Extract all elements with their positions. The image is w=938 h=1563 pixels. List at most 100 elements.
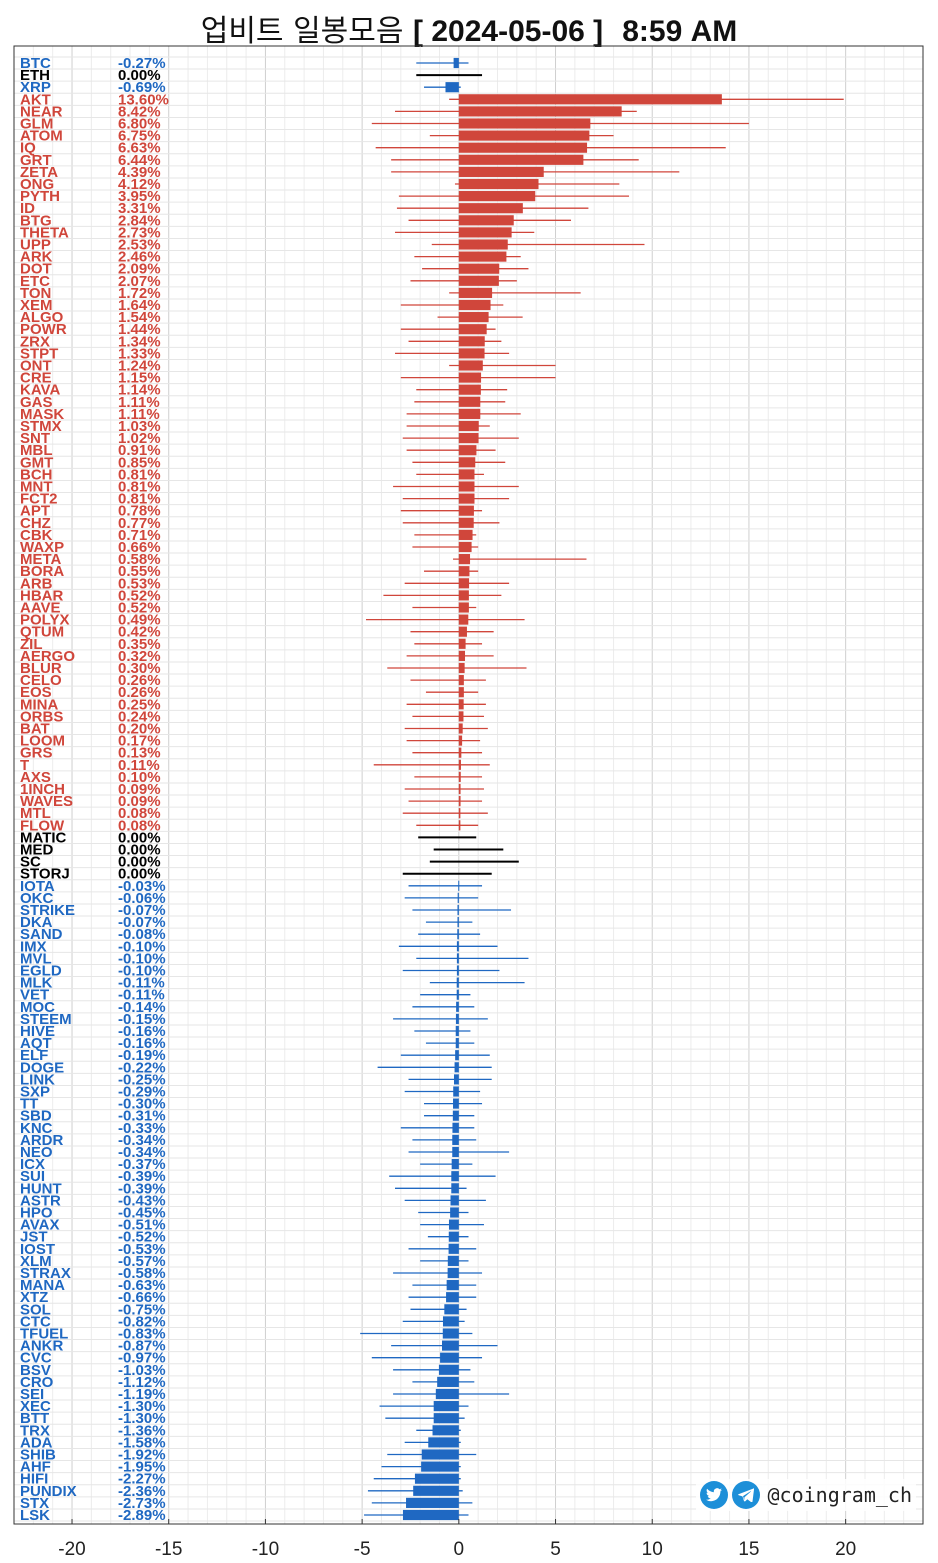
label-value-gmt: 0.85%: [118, 454, 161, 471]
label-value-upp: 2.53%: [118, 237, 161, 254]
label-name-algo: ALGO: [20, 309, 64, 326]
label-value-ton: 1.72%: [118, 285, 161, 302]
bar-hive: [455, 1025, 459, 1037]
label-name-hifi: HIFI: [20, 1471, 48, 1488]
label-name-bora: BORA: [20, 563, 64, 580]
label-value-stx: -2.73%: [118, 1495, 166, 1512]
bar-ton: [458, 287, 493, 298]
x-tick-label: 5: [550, 1539, 561, 1560]
bar-glm: [458, 118, 591, 129]
label-name-mask: MASK: [20, 406, 64, 423]
label-name-iost: IOST: [20, 1241, 55, 1258]
bar-iota: [458, 880, 460, 891]
label-value-stmx: 1.03%: [118, 418, 161, 435]
bar-cbk: [458, 529, 473, 540]
bar-ctc: [442, 1316, 459, 1327]
bar-etc: [458, 275, 499, 286]
bar-xec: [433, 1401, 459, 1412]
label-name-cvc: CVC: [20, 1350, 52, 1367]
telegram-icon[interactable]: [731, 1481, 760, 1509]
label-name-gmt: GMT: [20, 454, 53, 471]
bar-sui: [451, 1171, 459, 1182]
label-value-strax: -0.58%: [118, 1265, 166, 1282]
bar-celo: [458, 675, 464, 686]
label-value-grs: 0.13%: [118, 745, 161, 762]
bar-hpo: [450, 1207, 459, 1218]
label-name-mvl: MVL: [20, 950, 52, 967]
bar-elf: [455, 1050, 459, 1061]
x-tick-label: -20: [58, 1539, 85, 1560]
label-name-mtl: MTL: [20, 805, 51, 822]
label-name-doge: DOGE: [20, 1059, 64, 1076]
label-value-axs: 0.10%: [118, 769, 161, 786]
label-name-sbd: SBD: [20, 1108, 52, 1125]
label-name-stpt: STPT: [20, 345, 58, 362]
bar-imx: [456, 941, 459, 952]
label-name-tt: TT: [20, 1096, 38, 1113]
label-name-zil: ZIL: [20, 636, 43, 653]
bar-upp: [458, 239, 508, 250]
label-value-cre: 1.15%: [118, 370, 161, 387]
x-tick-label: 0: [454, 1539, 465, 1560]
label-name-egld: EGLD: [20, 963, 62, 980]
bar-mnt: [458, 481, 475, 492]
bar-eos: [458, 687, 464, 698]
label-name-vet: VET: [20, 987, 49, 1004]
label-value-strike: -0.07%: [118, 902, 166, 919]
label-name-ahf: AHF: [20, 1459, 51, 1476]
label-name-sol: SOL: [20, 1301, 51, 1318]
label-value-powr: 1.44%: [118, 321, 161, 338]
twitter-icon[interactable]: [699, 1481, 728, 1509]
bar-sand: [457, 929, 459, 940]
bar-okc: [457, 892, 459, 903]
label-value-btg: 2.84%: [118, 212, 161, 229]
range-lines: [360, 62, 844, 1516]
label-name-ardr: ARDR: [20, 1132, 63, 1149]
label-value-gas: 1.11%: [118, 394, 160, 411]
label-value-avax: -0.51%: [118, 1217, 166, 1234]
label-name-glm: GLM: [20, 116, 53, 133]
label-value-mana: -0.63%: [118, 1277, 166, 1294]
label-name-cro: CRO: [20, 1374, 54, 1391]
bar-moc: [456, 1001, 459, 1012]
label-name-chz: CHZ: [20, 515, 51, 532]
label-value-pyth: 3.95%: [118, 188, 161, 205]
bar-gas: [458, 396, 481, 407]
label-name-aergo: AERGO: [20, 648, 75, 665]
label-value-mbl: 0.91%: [118, 442, 161, 459]
label-name-xtz: XTZ: [20, 1289, 48, 1306]
bar-vet: [456, 989, 459, 1000]
row-labels: BTC -0.27% ETH 0.00% XRP -0.69% AKT 13.60% NEAR 8…: [20, 55, 169, 1524]
label-name-xlm: XLM: [20, 1253, 52, 1270]
label-name-storj: STORJ: [20, 866, 70, 883]
watermark-handle: @coingram_ch: [767, 1483, 913, 1507]
label-value-waves: 0.09%: [118, 793, 161, 810]
bar-zil: [458, 638, 466, 649]
label-name-matic: MATIC: [20, 829, 67, 846]
label-value-sui: -0.39%: [118, 1168, 166, 1185]
label-value-near: 8.42%: [118, 103, 161, 120]
label-value-iota: -0.03%: [118, 878, 166, 895]
bar-sxp: [453, 1086, 459, 1097]
bar-lsk: [402, 1509, 459, 1521]
label-name-celo: CELO: [20, 672, 62, 689]
label-name-fct2: FCT2: [20, 491, 58, 508]
label-value-cbk: 0.71%: [118, 527, 161, 544]
label-value-sc: 0.00%: [118, 854, 161, 871]
bar-t: [458, 759, 461, 770]
label-name-mina: MINA: [20, 696, 58, 713]
label-value-pundix: -2.36%: [118, 1483, 166, 1500]
label-name-sxp: SXP: [20, 1084, 50, 1101]
label-name-etc: ETC: [20, 273, 50, 290]
label-name-hunt: HUNT: [20, 1180, 62, 1197]
chart-title: 업비트 일봉모음 [ 2024-05-06 ] 8:59 AM: [0, 6, 938, 50]
label-name-ankr: ANKR: [20, 1338, 63, 1355]
label-name-imx: IMX: [20, 938, 47, 955]
bar-ark: [458, 251, 507, 262]
label-value-waxp: 0.66%: [118, 539, 161, 556]
label-value-id: 3.31%: [118, 200, 161, 217]
bar-knc: [452, 1122, 459, 1133]
label-name-waxp: WAXP: [20, 539, 64, 556]
bar-ardr: [452, 1134, 459, 1145]
bar-btt: [433, 1413, 459, 1424]
